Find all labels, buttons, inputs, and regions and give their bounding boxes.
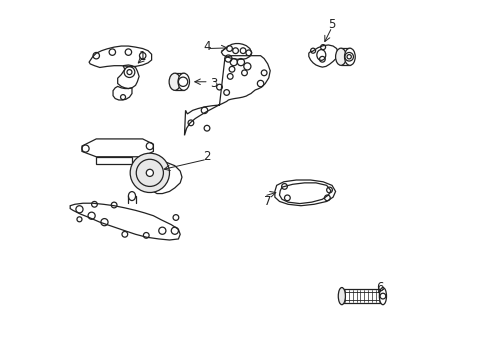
Ellipse shape bbox=[338, 288, 345, 305]
Ellipse shape bbox=[335, 48, 346, 65]
Text: 6: 6 bbox=[376, 281, 383, 294]
Ellipse shape bbox=[344, 48, 354, 65]
Ellipse shape bbox=[379, 288, 386, 305]
Ellipse shape bbox=[169, 73, 180, 90]
Text: 7: 7 bbox=[264, 195, 271, 208]
Text: 1: 1 bbox=[139, 50, 146, 63]
Circle shape bbox=[130, 153, 169, 193]
Ellipse shape bbox=[178, 73, 189, 90]
Text: 2: 2 bbox=[203, 150, 210, 163]
Text: 4: 4 bbox=[203, 40, 210, 53]
Text: 5: 5 bbox=[327, 18, 335, 31]
Text: 3: 3 bbox=[210, 77, 217, 90]
Circle shape bbox=[146, 169, 153, 176]
